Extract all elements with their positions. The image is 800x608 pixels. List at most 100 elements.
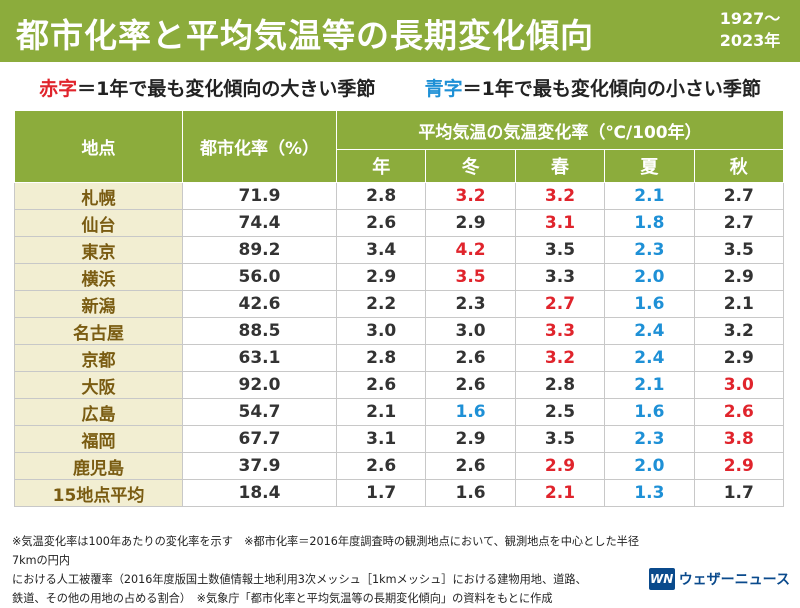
- period-end: 2023年: [719, 31, 781, 50]
- col-header-spring: 春: [514, 149, 606, 183]
- year-value-cell: 2.1: [335, 398, 427, 426]
- summer-value-cell: 2.4: [604, 317, 695, 345]
- summer-value-cell: 2.3: [604, 236, 695, 264]
- urban-rate-cell: 37.9: [182, 452, 337, 480]
- summer-value-cell: 1.8: [604, 209, 695, 237]
- table-row: 新潟 42.6 2.2 2.3 2.7 1.6 2.1: [14, 290, 785, 318]
- spring-value-cell: 2.7: [514, 290, 606, 318]
- location-cell: 横浜: [14, 263, 183, 291]
- urban-rate-cell: 89.2: [182, 236, 337, 264]
- title-banner: 都市化率と平均気温等の長期変化傾向 1927〜 2023年: [0, 0, 800, 62]
- legend-red-text: ＝1年で最も変化傾向の大きい季節: [77, 78, 376, 100]
- summer-value-cell: 1.6: [604, 290, 695, 318]
- location-cell: 新潟: [14, 290, 183, 318]
- summer-value-cell: 2.1: [604, 371, 695, 399]
- location-cell: 大阪: [14, 371, 183, 399]
- col-header-winter: 冬: [425, 149, 516, 183]
- data-table: 地点 都市化率（%） 平均気温の気温変化率（℃/100年） 年 冬 春 夏 秋 …: [14, 110, 785, 507]
- year-value-cell: 1.7: [335, 479, 427, 507]
- winter-value-cell: 1.6: [425, 479, 516, 507]
- urban-rate-cell: 71.9: [182, 182, 337, 210]
- summer-value-cell: 1.3: [604, 479, 695, 507]
- table-row: 大阪 92.0 2.6 2.6 2.8 2.1 3.0: [14, 371, 785, 399]
- weathernews-logo-icon: WN: [648, 568, 675, 590]
- col-header-urban-rate: 都市化率（%）: [182, 110, 337, 183]
- winter-value-cell: 3.0: [425, 317, 516, 345]
- col-header-location: 地点: [14, 110, 183, 183]
- autumn-value-cell: 2.9: [693, 452, 785, 480]
- year-value-cell: 2.8: [335, 344, 427, 372]
- winter-value-cell: 2.6: [425, 371, 516, 399]
- legend-blue-label: 青字: [424, 78, 463, 100]
- autumn-value-cell: 3.5: [693, 236, 785, 264]
- brand-name: ウェザーニュース: [678, 572, 790, 588]
- year-value-cell: 3.4: [335, 236, 427, 264]
- table-row: 広島 54.7 2.1 1.6 2.5 1.6 2.6: [14, 398, 785, 426]
- location-cell: 福岡: [14, 425, 183, 453]
- autumn-value-cell: 3.8: [693, 425, 785, 453]
- col-header-temp-group: 平均気温の気温変化率（℃/100年）: [336, 110, 784, 150]
- winter-value-cell: 2.9: [425, 209, 516, 237]
- table-row: 仙台 74.4 2.6 2.9 3.1 1.8 2.7: [14, 209, 785, 237]
- season-header-row: 年 冬 春 夏 秋: [15, 149, 785, 183]
- spring-value-cell: 3.5: [514, 236, 606, 264]
- location-cell: 鹿児島: [14, 452, 183, 480]
- location-cell: 15地点平均: [14, 479, 183, 507]
- color-legend: 赤字＝1年で最も変化傾向の大きい季節 青字＝1年で最も変化傾向の小さい季節: [0, 74, 800, 101]
- location-cell: 広島: [14, 398, 183, 426]
- summer-value-cell: 2.4: [604, 344, 695, 372]
- autumn-value-cell: 1.7: [693, 479, 785, 507]
- spring-value-cell: 3.1: [514, 209, 606, 237]
- weathernews-logo: WN ウェザーニュース: [648, 566, 790, 592]
- col-header-summer: 夏: [604, 149, 695, 183]
- table-row: 横浜 56.0 2.9 3.5 3.3 2.0 2.9: [14, 263, 785, 291]
- year-value-cell: 2.6: [335, 452, 427, 480]
- urban-rate-cell: 67.7: [182, 425, 337, 453]
- table-row: 福岡 67.7 3.1 2.9 3.5 2.3 3.8: [14, 425, 785, 453]
- summer-value-cell: 2.0: [604, 452, 695, 480]
- urban-rate-cell: 92.0: [182, 371, 337, 399]
- spring-value-cell: 3.2: [514, 182, 606, 210]
- spring-value-cell: 3.2: [514, 344, 606, 372]
- year-value-cell: 3.0: [335, 317, 427, 345]
- winter-value-cell: 2.9: [425, 425, 516, 453]
- autumn-value-cell: 3.0: [693, 371, 785, 399]
- table-row: 札幌 71.9 2.8 3.2 3.2 2.1 2.7: [14, 182, 785, 210]
- autumn-value-cell: 2.7: [693, 182, 785, 210]
- table-row: 鹿児島 37.9 2.6 2.6 2.9 2.0 2.9: [14, 452, 785, 480]
- spring-value-cell: 3.5: [514, 425, 606, 453]
- urban-rate-cell: 56.0: [182, 263, 337, 291]
- location-cell: 仙台: [14, 209, 183, 237]
- table-row: 東京 89.2 3.4 4.2 3.5 2.3 3.5: [14, 236, 785, 264]
- period-label: 1927〜 2023年: [710, 8, 790, 52]
- winter-value-cell: 2.3: [425, 290, 516, 318]
- footnote-line: における人工被覆率（2016年度版国土数値情報土地利用3次メッシュ［1kmメッシ…: [12, 573, 587, 586]
- urban-rate-cell: 88.5: [182, 317, 337, 345]
- table-row: 京都 63.1 2.8 2.6 3.2 2.4 2.9: [14, 344, 785, 372]
- spring-value-cell: 2.5: [514, 398, 606, 426]
- summer-value-cell: 2.0: [604, 263, 695, 291]
- urban-rate-cell: 63.1: [182, 344, 337, 372]
- legend-blue-text: ＝1年で最も変化傾向の小さい季節: [462, 78, 761, 100]
- winter-value-cell: 2.6: [425, 344, 516, 372]
- col-header-autumn: 秋: [693, 149, 785, 183]
- autumn-value-cell: 2.7: [693, 209, 785, 237]
- period-start: 1927〜: [719, 9, 781, 28]
- winter-value-cell: 3.2: [425, 182, 516, 210]
- spring-value-cell: 3.3: [514, 263, 606, 291]
- header-row: 地点 都市化率（%） 平均気温の気温変化率（℃/100年）: [14, 110, 784, 183]
- autumn-value-cell: 2.9: [693, 344, 785, 372]
- year-value-cell: 2.6: [335, 209, 427, 237]
- year-value-cell: 2.8: [335, 182, 427, 210]
- location-cell: 札幌: [14, 182, 183, 210]
- table-body: 札幌 71.9 2.8 3.2 3.2 2.1 2.7 仙台 74.4 2.6 2.9 3.1 1.8 2…: [14, 182, 785, 507]
- winter-value-cell: 1.6: [425, 398, 516, 426]
- winter-value-cell: 3.5: [425, 263, 516, 291]
- autumn-value-cell: 2.6: [693, 398, 785, 426]
- footnote-line: ※気温変化率は100年あたりの変化率を示す ※都市化率＝2016年度調査時の観測…: [12, 535, 640, 567]
- location-cell: 東京: [14, 236, 183, 264]
- table-row: 名古屋 88.5 3.0 3.0 3.3 2.4 3.2: [14, 317, 785, 345]
- urban-rate-cell: 18.4: [182, 479, 337, 507]
- autumn-value-cell: 2.9: [693, 263, 785, 291]
- urban-rate-cell: 42.6: [182, 290, 337, 318]
